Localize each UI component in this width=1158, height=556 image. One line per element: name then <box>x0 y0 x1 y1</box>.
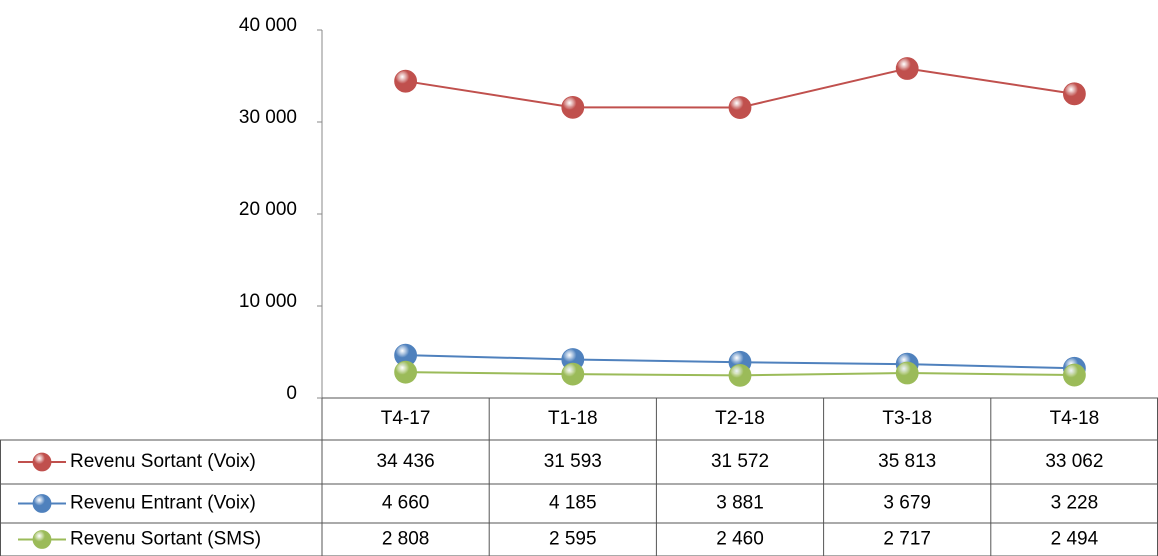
table-value: 31 593 <box>544 451 602 472</box>
marker <box>728 363 752 387</box>
marker <box>561 95 585 119</box>
legend-marker <box>32 530 52 549</box>
legend-marker <box>32 452 52 472</box>
table-value: 34 436 <box>377 451 435 472</box>
x-tick-label: T1-18 <box>548 408 598 429</box>
table-value: 35 813 <box>878 451 936 472</box>
legend-label: Revenu Sortant (Voix) <box>70 451 256 472</box>
table-value: 31 572 <box>711 451 769 472</box>
y-tick-label: 30 000 <box>239 107 297 128</box>
legend-label: Revenu Entrant (Voix) <box>70 493 256 514</box>
y-tick-label: 20 000 <box>239 199 297 220</box>
y-tick-label: 40 000 <box>239 15 297 36</box>
marker <box>895 361 919 385</box>
marker <box>1063 363 1086 387</box>
y-tick-label: 0 <box>286 383 297 404</box>
marker <box>561 362 585 386</box>
table-value: 4 185 <box>549 493 597 514</box>
x-tick-label: T3-18 <box>882 408 932 429</box>
marker <box>728 96 752 119</box>
marker <box>1063 82 1086 106</box>
table-value: 2 494 <box>1051 529 1099 550</box>
legend-marker <box>32 494 52 513</box>
table-value: 4 660 <box>382 493 430 514</box>
x-tick-label: T2-18 <box>715 408 765 429</box>
table-value: 3 881 <box>716 493 764 514</box>
table-value: 2 808 <box>382 529 430 550</box>
y-tick-label: 10 000 <box>239 291 297 312</box>
table-value: 33 062 <box>1045 451 1103 472</box>
table-value: 3 228 <box>1051 493 1099 514</box>
x-tick-label: T4-17 <box>381 408 431 429</box>
marker <box>394 360 418 384</box>
table-value: 2 717 <box>883 529 931 550</box>
legend-label: Revenu Sortant (SMS) <box>70 529 261 550</box>
marker <box>394 69 418 93</box>
table-value: 2 595 <box>549 529 597 550</box>
table-value: 2 460 <box>716 529 764 550</box>
x-tick-label: T4-18 <box>1050 408 1100 429</box>
marker <box>895 57 919 80</box>
table-value: 3 679 <box>883 493 931 514</box>
